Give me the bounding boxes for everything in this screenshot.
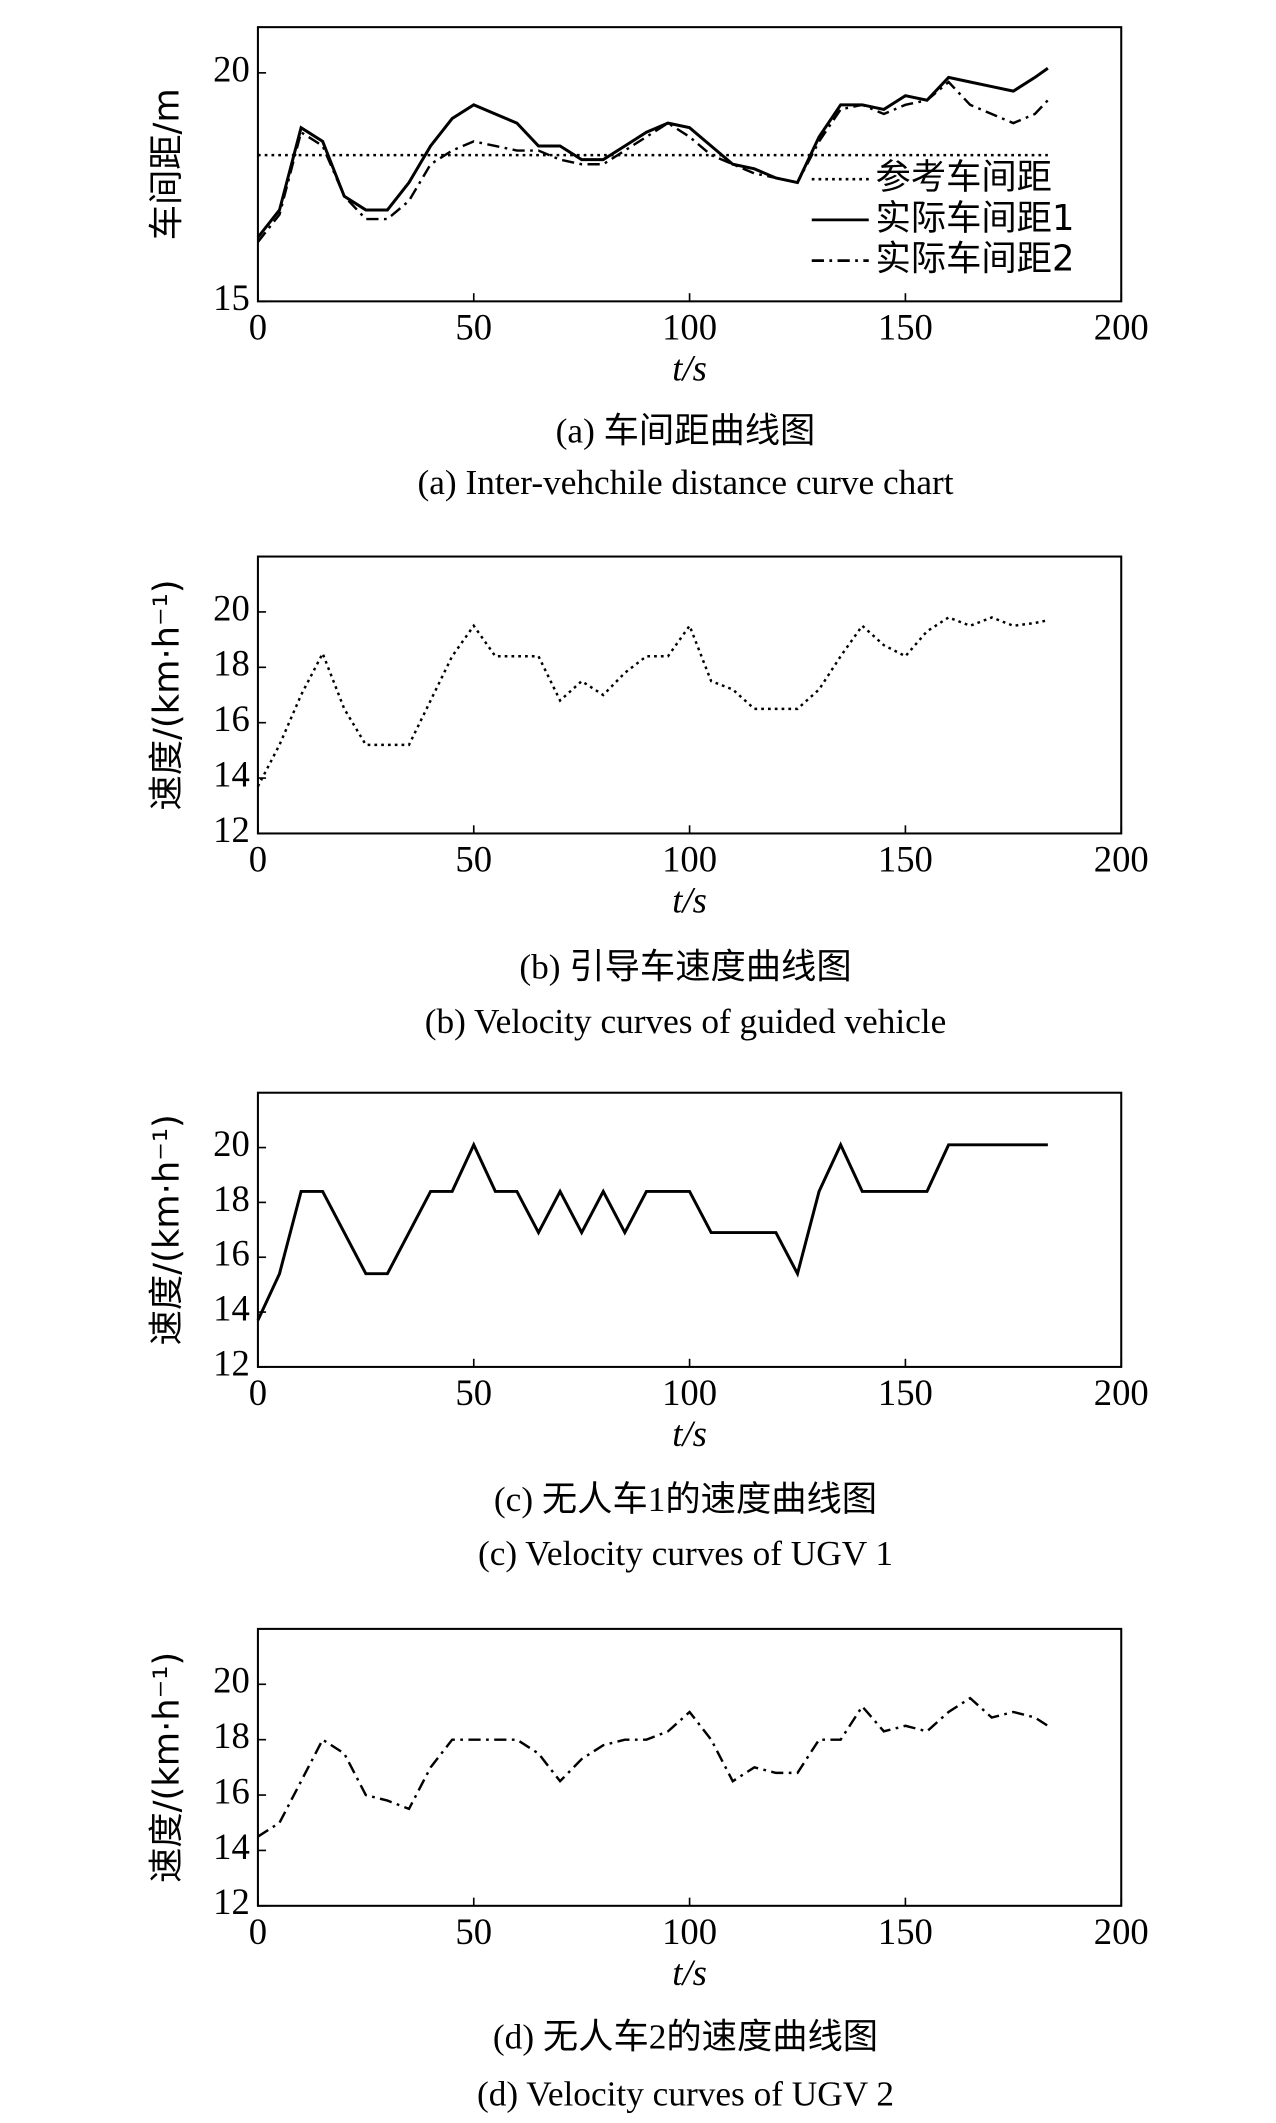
y-tick-label: 14 — [213, 1826, 250, 1867]
plot-frame — [256, 1627, 1123, 1907]
x-tick-label: 100 — [662, 1372, 717, 1413]
y-tick-label: 20 — [213, 1123, 250, 1164]
series-line — [256, 1141, 1048, 1321]
caption-en: (d) Velocity curves of UGV 2 — [477, 2074, 894, 2113]
y-tick-label: 18 — [213, 1715, 250, 1756]
y-tick-label: 18 — [213, 1178, 250, 1219]
x-tick-label: 50 — [455, 1911, 492, 1952]
y-tick-label: 12 — [213, 809, 250, 850]
y-axis-label: 速度/(km·h⁻¹) — [146, 1114, 187, 1345]
x-tick-label: 50 — [455, 839, 492, 880]
x-tick-label: 150 — [878, 307, 933, 348]
legend-label: 实际车间距2 — [876, 239, 1075, 280]
x-tick-label: 50 — [455, 1372, 492, 1413]
caption-en: (c) Velocity curves of UGV 1 — [478, 1534, 893, 1573]
y-axis-label: 速度/(km·h⁻¹) — [146, 1652, 187, 1883]
x-tick-label: 100 — [662, 307, 717, 348]
x-tick-label: 150 — [878, 1372, 933, 1413]
x-tick-label: 200 — [1094, 1372, 1149, 1413]
x-tick-label: 150 — [878, 1911, 933, 1952]
caption: (c) 无人车1的速度曲线图 — [494, 1480, 877, 1519]
x-tick-label: 0 — [249, 839, 267, 880]
y-tick-label: 16 — [213, 698, 250, 739]
x-axis-label: t/s — [672, 1413, 707, 1454]
series-line — [256, 67, 1049, 239]
y-tick-label: 18 — [213, 643, 250, 684]
caption: (b) 引导车速度曲线图 — [519, 948, 851, 987]
x-tick-label: 200 — [1094, 307, 1149, 348]
x-tick-label: 0 — [249, 1372, 267, 1413]
x-tick-label: 200 — [1094, 839, 1149, 880]
y-tick-label: 20 — [213, 48, 250, 89]
x-tick-label: 100 — [662, 1911, 717, 1952]
y-tick-label: 16 — [213, 1770, 250, 1811]
y-tick-label: 14 — [213, 753, 250, 794]
y-axis-label: 速度/(km·h⁻¹) — [146, 579, 187, 810]
x-tick-label: 50 — [455, 307, 492, 348]
plot-frame — [256, 555, 1123, 835]
caption: (a) 车间距曲线图 — [556, 411, 816, 450]
y-tick-label: 15 — [213, 277, 250, 318]
x-axis-label: t/s — [672, 879, 707, 920]
x-tick-label: 0 — [249, 307, 267, 348]
x-tick-label: 150 — [878, 839, 933, 880]
plot-frame — [256, 1091, 1123, 1368]
y-tick-label: 14 — [213, 1287, 250, 1328]
caption-en: (b) Velocity curves of guided vehicle — [425, 1002, 947, 1041]
series-line — [256, 80, 1049, 243]
x-axis-label: t/s — [672, 1952, 707, 1993]
caption-en: (a) Inter-vehchile distance curve chart — [417, 463, 953, 502]
y-tick-label: 20 — [213, 587, 250, 628]
series-line — [256, 616, 1049, 787]
caption: (d) 无人车2的速度曲线图 — [493, 2017, 878, 2056]
x-tick-label: 0 — [249, 1911, 267, 1952]
y-axis-label: 车间距/m — [146, 88, 187, 240]
x-axis-label: t/s — [672, 347, 707, 388]
y-tick-label: 12 — [213, 1881, 250, 1922]
y-tick-label: 16 — [213, 1233, 250, 1274]
x-tick-label: 100 — [662, 839, 717, 880]
y-tick-label: 12 — [213, 1342, 250, 1383]
legend-label: 参考车间距 — [876, 157, 1052, 198]
x-tick-label: 200 — [1094, 1911, 1149, 1952]
series-line — [257, 1696, 1049, 1838]
y-tick-label: 20 — [213, 1660, 250, 1701]
legend-label: 实际车间距1 — [876, 198, 1075, 239]
